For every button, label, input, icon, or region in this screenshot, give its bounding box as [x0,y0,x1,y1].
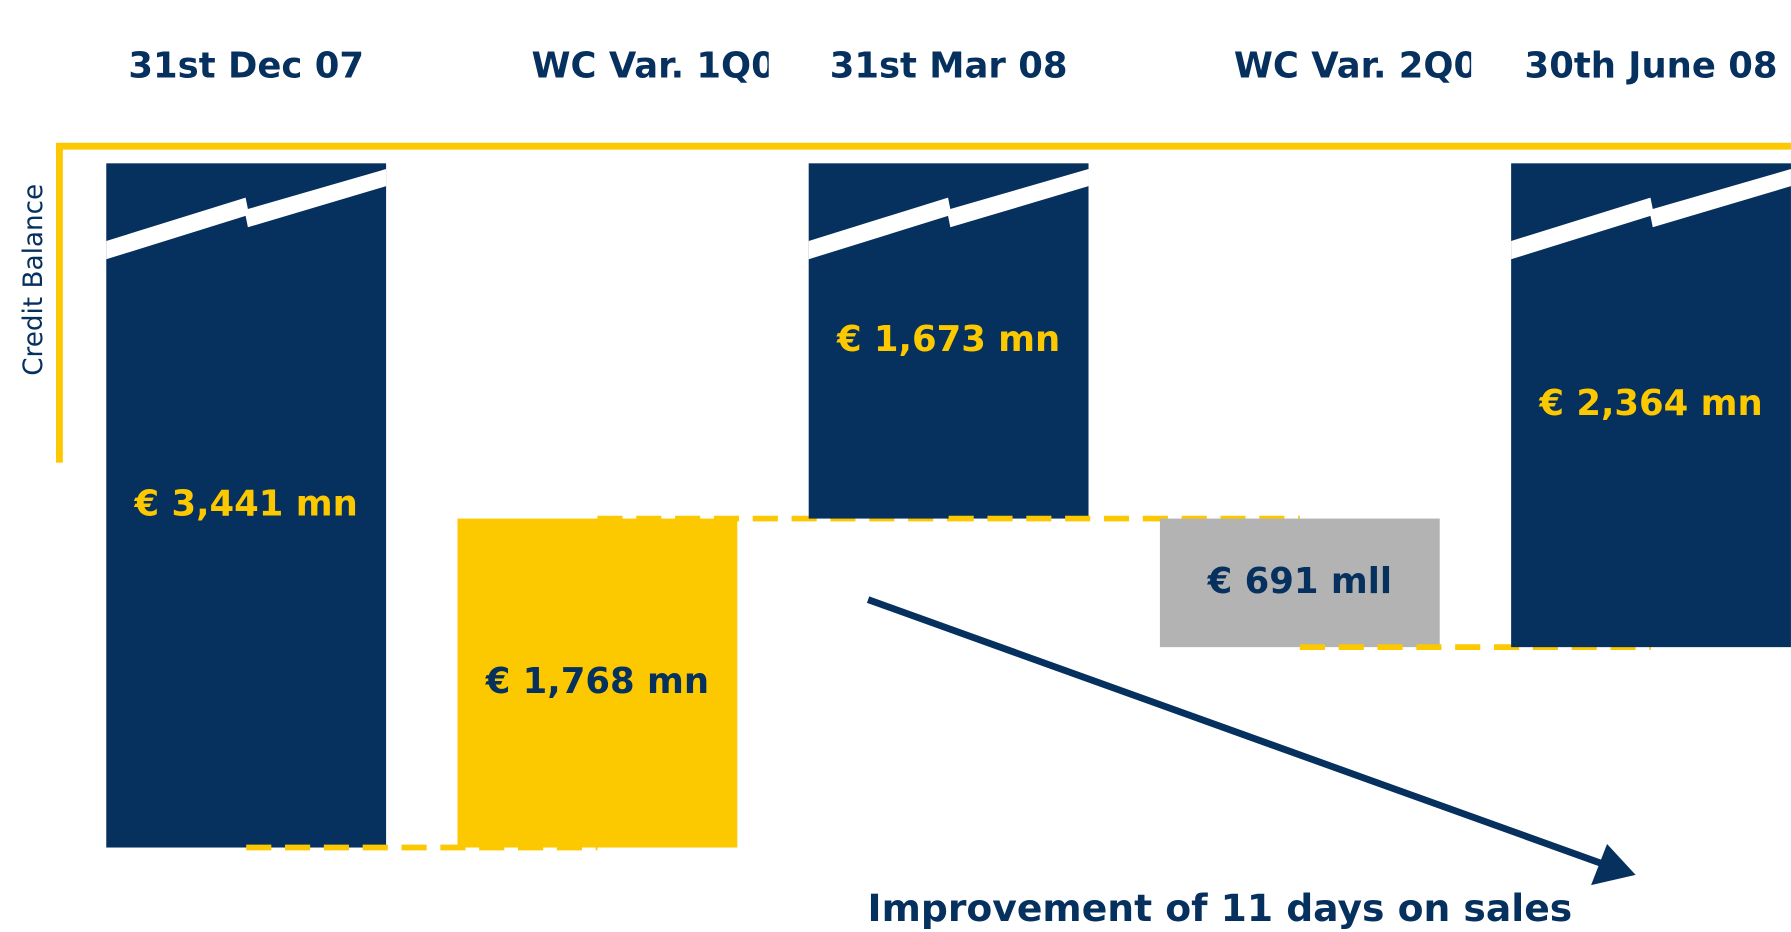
axis-break [106,169,387,260]
category-label-box: WC Var. 2Q08 [1233,45,1471,87]
annotation: Improvement of 11 days on sales [868,886,1573,930]
value-label: € 3,441 mn [134,483,358,524]
trend-arrow [866,596,1606,868]
bar [106,163,387,848]
value-label: € 691 mll [1207,561,1392,602]
axis-break [808,169,1089,260]
value-label: € 2,364 mn [1538,383,1762,424]
category-label: 30th June 08 [1524,45,1778,87]
value-label: € 1,768 mn [485,661,709,702]
value-label: € 1,673 mn [836,319,1060,360]
category-label: 31st Dec 07 [128,45,364,87]
category-label-box: 31st Dec 07 [128,45,364,87]
category-label-box: 31st Mar 08 [829,45,1068,87]
category-label: 31st Mar 08 [829,45,1068,87]
category-label-box: WC Var. 1Q08 [531,45,768,87]
category-label: WC Var. 2Q08 [1233,45,1471,87]
category-label-box: 30th June 08 [1524,45,1778,87]
arrow-head [1591,844,1636,886]
bar [808,163,1089,519]
bar [1159,518,1440,648]
bar [457,518,738,848]
axis-bracket [56,142,1791,463]
y-axis-label: Credit Balance [19,184,49,376]
axis-break [1511,169,1791,260]
category-label: WC Var. 1Q08 [531,45,768,87]
